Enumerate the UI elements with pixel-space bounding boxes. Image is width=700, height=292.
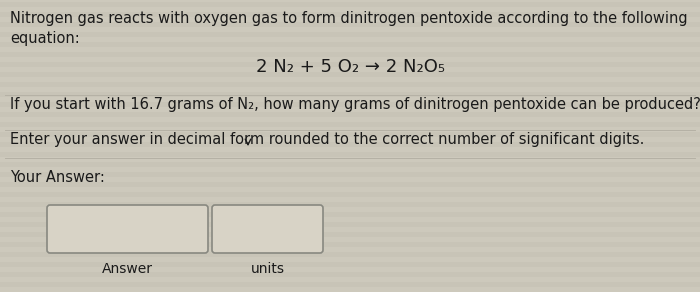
Bar xyxy=(0,2,700,7)
Bar xyxy=(0,77,700,82)
Bar xyxy=(0,207,700,212)
Bar xyxy=(0,112,700,117)
Text: If you start with 16.7 grams of N₂, how many grams of dinitrogen pentoxide can b: If you start with 16.7 grams of N₂, how … xyxy=(10,97,700,112)
Bar xyxy=(0,287,700,292)
Text: Your Answer:: Your Answer: xyxy=(10,170,105,185)
Bar xyxy=(0,47,700,52)
Bar xyxy=(0,222,700,227)
Bar xyxy=(0,132,700,137)
Bar xyxy=(0,212,700,217)
Bar xyxy=(0,182,700,187)
Bar xyxy=(0,187,700,192)
Bar xyxy=(0,0,700,2)
Bar xyxy=(0,62,700,67)
Bar xyxy=(0,272,700,277)
Bar xyxy=(0,97,700,102)
Bar xyxy=(0,42,700,47)
FancyBboxPatch shape xyxy=(212,205,323,253)
Bar xyxy=(0,117,700,122)
Bar xyxy=(0,82,700,87)
Bar xyxy=(0,162,700,167)
Bar xyxy=(0,242,700,247)
Bar xyxy=(0,252,700,257)
Bar xyxy=(0,87,700,92)
Bar xyxy=(0,267,700,272)
Bar xyxy=(0,32,700,37)
Bar xyxy=(0,92,700,97)
Bar xyxy=(0,217,700,222)
Bar xyxy=(0,282,700,287)
Bar xyxy=(0,137,700,142)
Bar xyxy=(0,232,700,237)
Bar xyxy=(0,17,700,22)
Bar xyxy=(0,197,700,202)
Bar xyxy=(0,157,700,162)
FancyBboxPatch shape xyxy=(47,205,208,253)
Bar xyxy=(0,12,700,17)
Bar xyxy=(0,57,700,62)
Bar xyxy=(0,122,700,127)
Bar xyxy=(0,152,700,157)
Bar xyxy=(0,277,700,282)
Bar xyxy=(0,167,700,172)
Bar xyxy=(0,202,700,207)
Text: 2 N₂ + 5 O₂ → 2 N₂O₅: 2 N₂ + 5 O₂ → 2 N₂O₅ xyxy=(256,58,444,76)
Bar xyxy=(0,147,700,152)
Bar xyxy=(0,22,700,27)
Bar xyxy=(0,172,700,177)
Bar xyxy=(0,262,700,267)
Text: Answer: Answer xyxy=(102,262,153,276)
Bar xyxy=(0,227,700,232)
Text: units: units xyxy=(251,262,284,276)
Bar xyxy=(0,107,700,112)
Bar xyxy=(0,7,700,12)
Bar xyxy=(0,237,700,242)
Bar xyxy=(0,247,700,252)
Bar xyxy=(0,67,700,72)
Bar xyxy=(0,177,700,182)
Bar xyxy=(0,52,700,57)
Bar xyxy=(0,192,700,197)
Text: Enter your answer in decimal form rounded to the correct number of significant d: Enter your answer in decimal form rounde… xyxy=(10,132,645,147)
Bar xyxy=(0,102,700,107)
Bar xyxy=(0,142,700,147)
Bar xyxy=(0,27,700,32)
Bar xyxy=(0,257,700,262)
Text: Nitrogen gas reacts with oxygen gas to form dinitrogen pentoxide according to th: Nitrogen gas reacts with oxygen gas to f… xyxy=(10,11,687,26)
Bar xyxy=(0,72,700,77)
Text: equation:: equation: xyxy=(10,31,80,46)
Bar xyxy=(0,127,700,132)
Bar xyxy=(0,37,700,42)
